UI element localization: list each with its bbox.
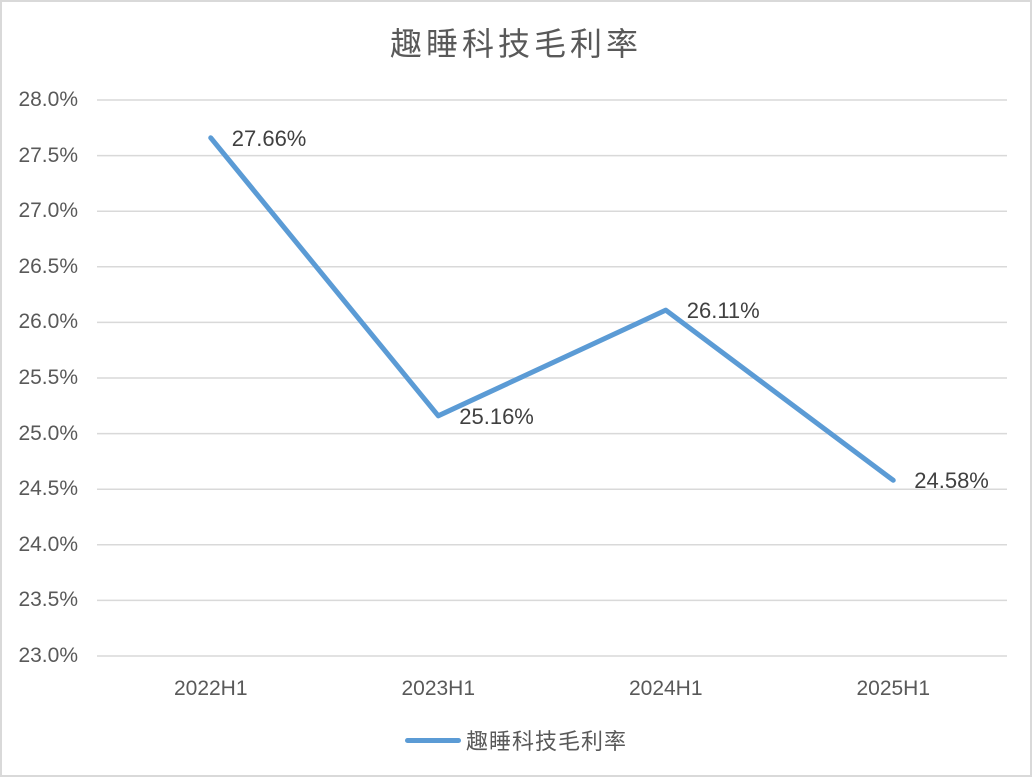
legend-line-marker (404, 737, 461, 743)
y-tick-label: 24.5% (18, 477, 78, 501)
legend-series-label: 趣睡科技毛利率 (465, 730, 627, 755)
x-axis-label: 2025H1 (856, 677, 931, 700)
y-tick-label: 23.0% (18, 644, 78, 667)
legend: 趣睡科技毛利率 (2, 725, 1030, 755)
y-tick-label: 27.0% (18, 199, 78, 223)
x-axis-label: 2024H1 (628, 677, 703, 700)
y-tick-label: 27.5% (18, 143, 78, 167)
y-tick-label: 25.0% (18, 421, 78, 445)
y-tick-label: 26.0% (18, 310, 78, 334)
data-label: 25.16% (459, 403, 534, 429)
chart-title: 趣睡科技毛利率 (389, 25, 642, 63)
y-tick-label: 28.0% (18, 88, 78, 111)
x-axis-label: 2022H1 (173, 677, 248, 700)
series-line (208, 135, 896, 483)
data-label: 27.66% (231, 125, 307, 151)
y-tick-label: 26.5% (18, 254, 78, 278)
data-label: 26.11% (686, 298, 760, 324)
y-tick-label: 25.5% (18, 366, 78, 389)
y-tick-label: 23.5% (18, 588, 78, 612)
data-label: 24.58% (914, 468, 989, 494)
y-tick-label: 24.0% (18, 532, 78, 556)
x-axis-label: 2023H1 (401, 677, 476, 700)
